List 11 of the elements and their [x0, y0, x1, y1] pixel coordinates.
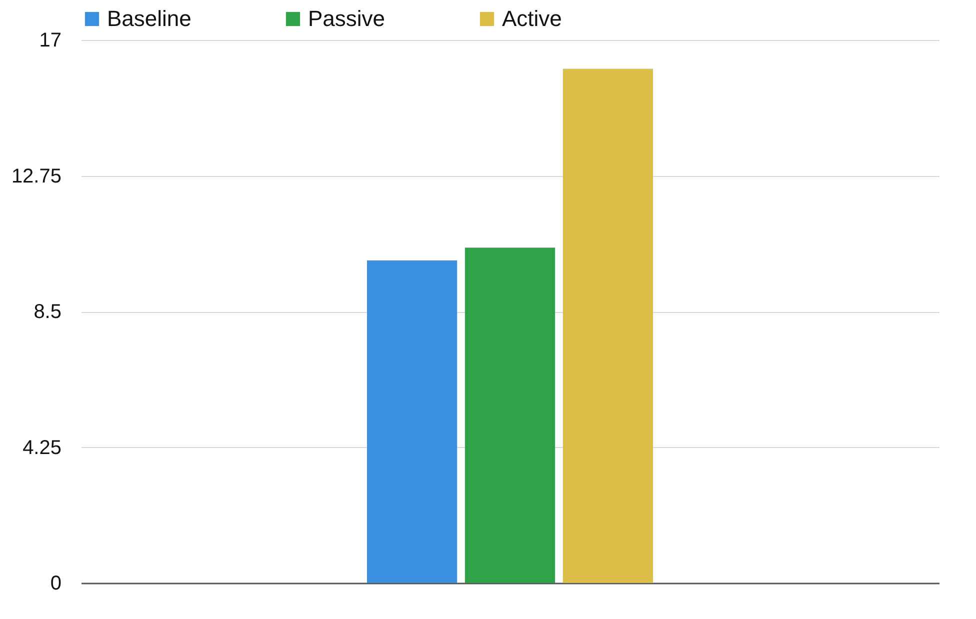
legend-label: Active: [502, 6, 562, 31]
legend-label: Passive: [308, 6, 386, 31]
bar: [367, 260, 458, 583]
legend-label: Baseline: [107, 6, 192, 31]
y-tick-label: 8.5: [34, 301, 62, 323]
bar: [562, 68, 653, 583]
bar: [464, 248, 556, 583]
y-tick-label: 12.75: [11, 165, 62, 188]
y-tick-label: 0: [50, 572, 62, 594]
y-tick-label: 17: [39, 30, 62, 52]
y-tick-label: 4.25: [22, 436, 62, 459]
